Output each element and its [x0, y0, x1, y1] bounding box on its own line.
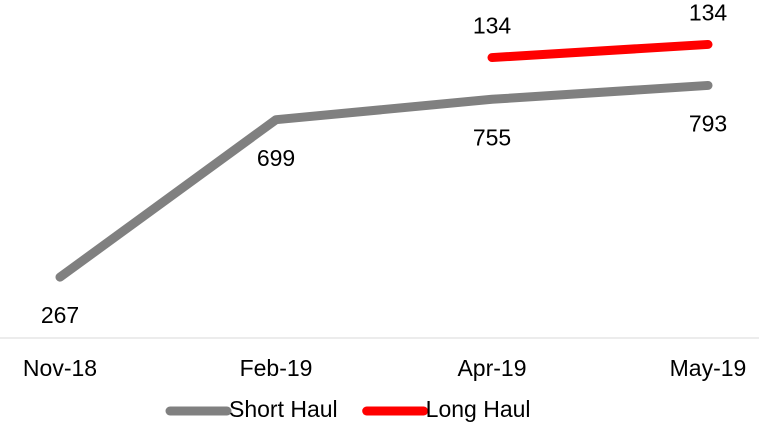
- x-tick-label: Apr-19: [457, 355, 526, 381]
- legend-label: Short Haul: [229, 396, 338, 422]
- data-label: 134: [473, 13, 512, 39]
- data-label: 755: [473, 124, 511, 150]
- data-label: 699: [257, 145, 295, 171]
- data-label: 267: [41, 302, 79, 328]
- line-series: [487, 39, 713, 63]
- x-tick-label: Nov-18: [23, 355, 97, 381]
- data-label: 793: [689, 111, 727, 137]
- x-tick-label: May-19: [670, 355, 747, 381]
- line-series: [55, 80, 713, 282]
- legend-label: Long Haul: [426, 396, 531, 422]
- x-tick-label: Feb-19: [240, 355, 313, 381]
- data-label: 134: [689, 0, 728, 26]
